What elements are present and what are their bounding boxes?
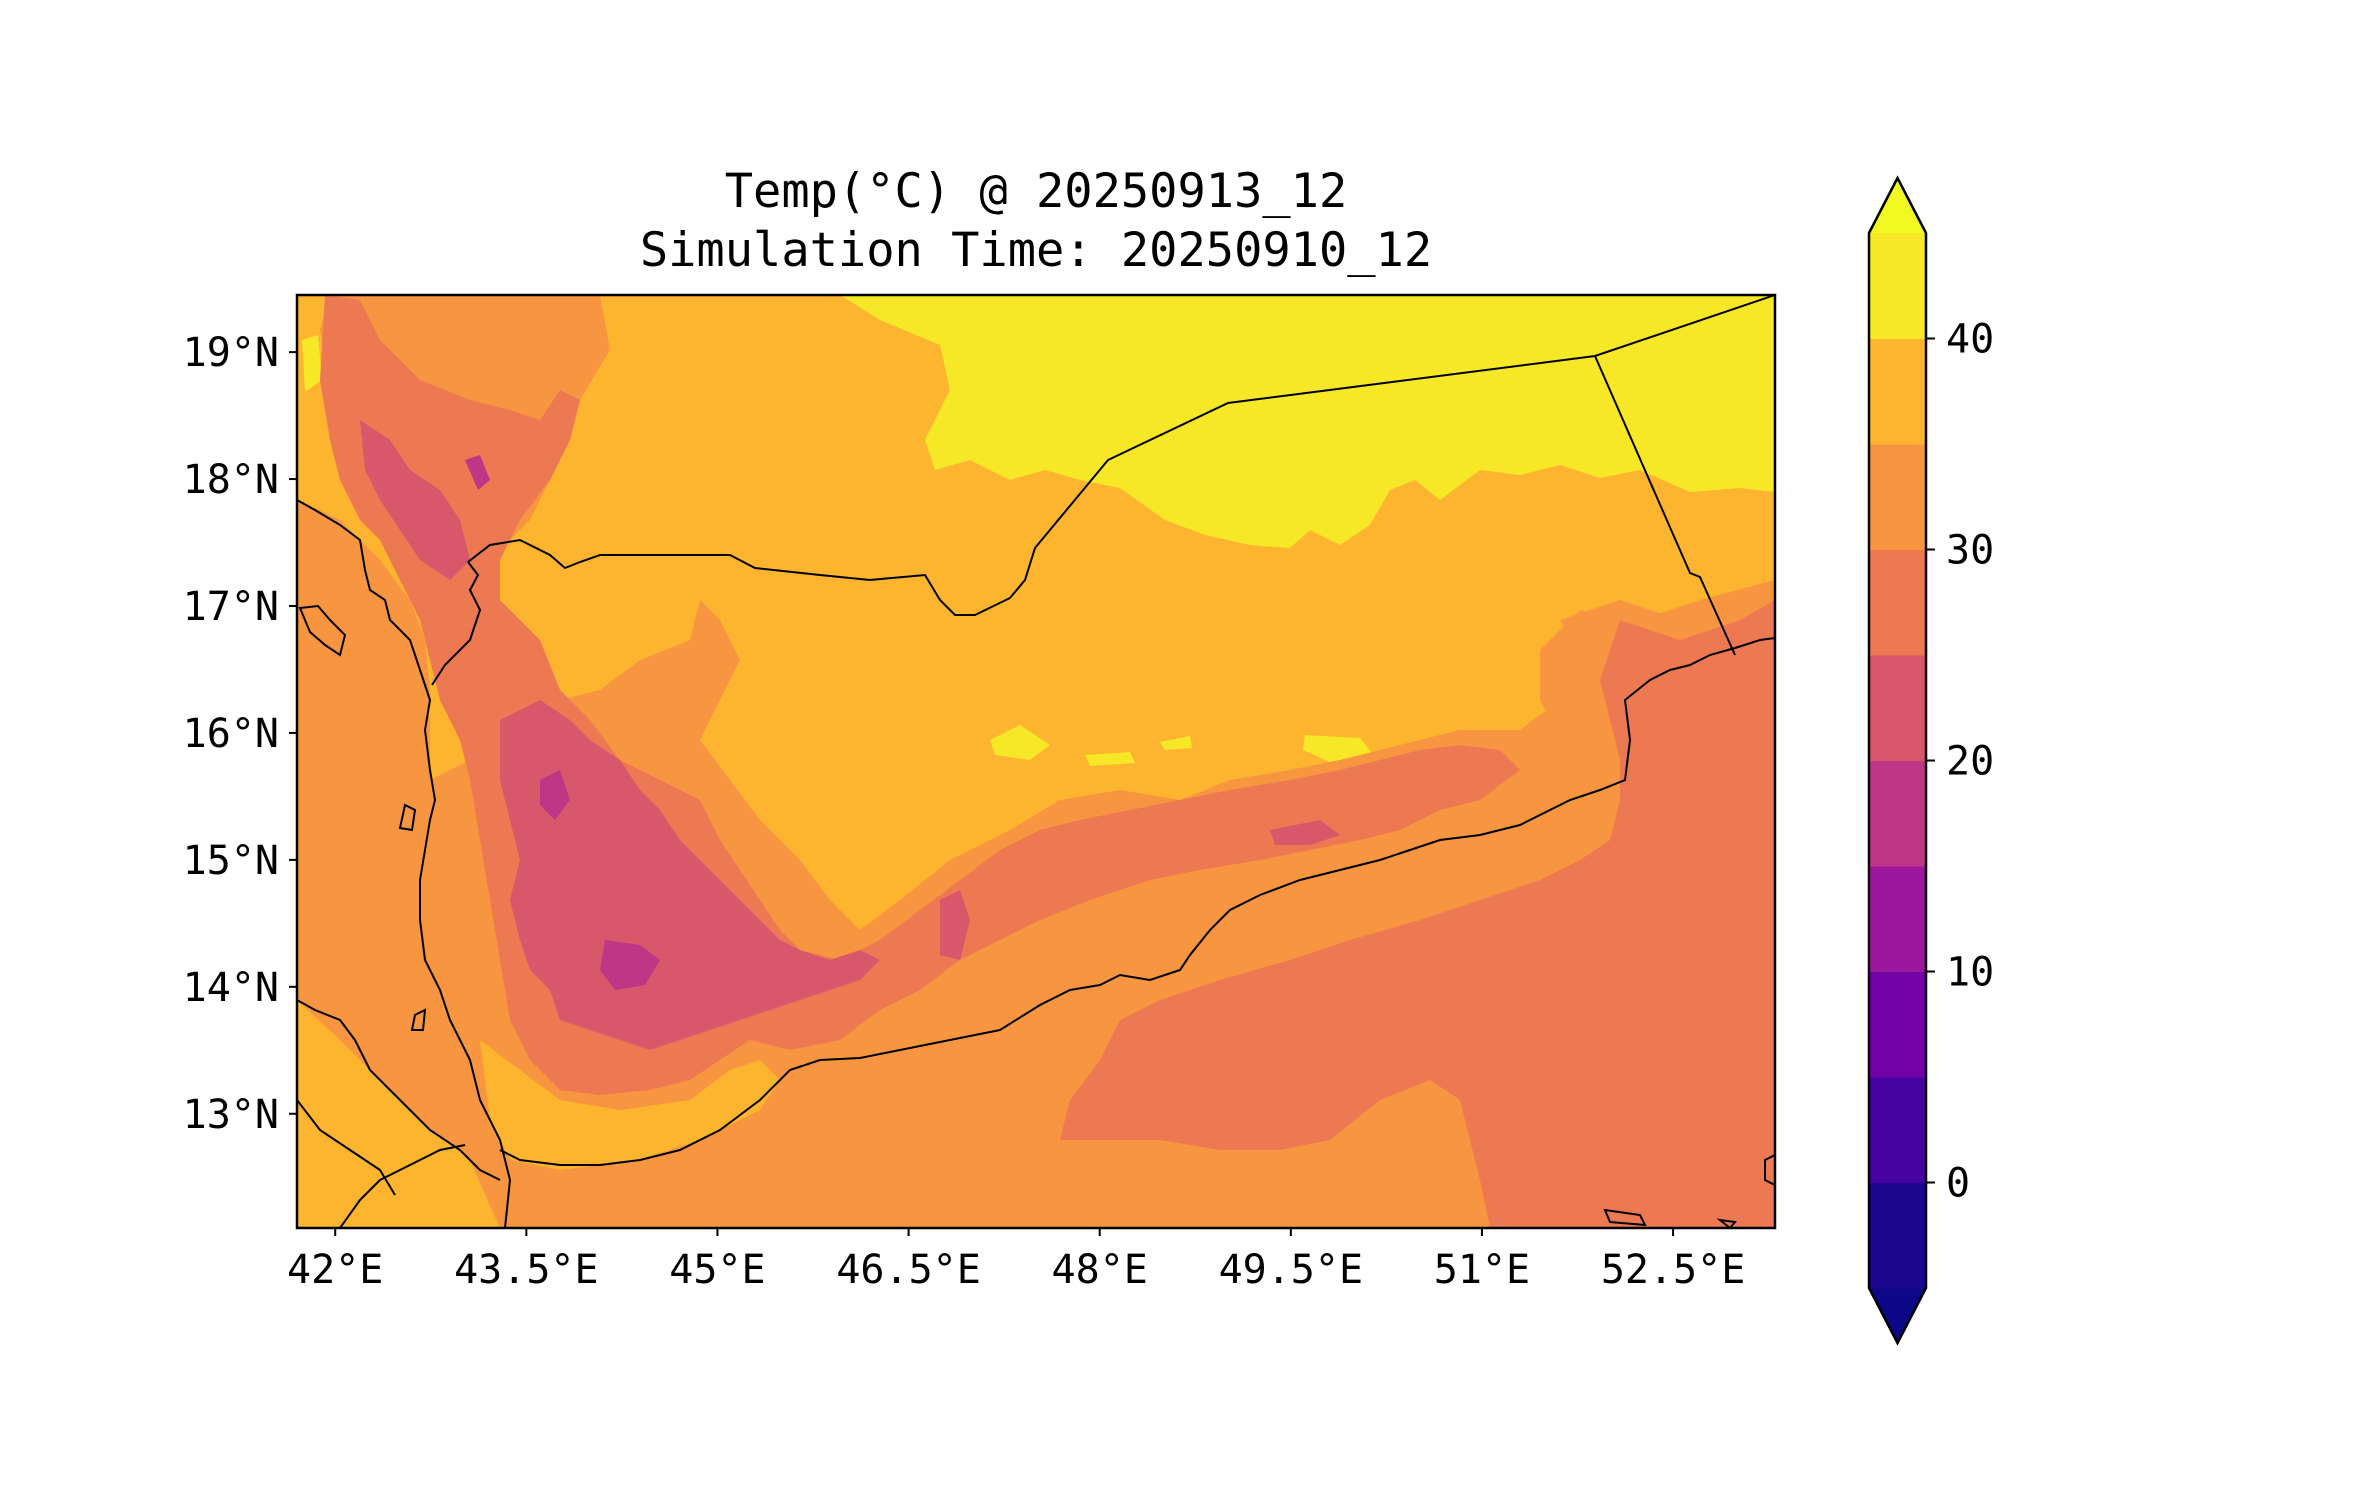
contour-above-40-spot-c <box>1303 735 1372 762</box>
colorbar-under-extension <box>1869 1288 1926 1343</box>
colorbar-segment <box>1869 233 1926 339</box>
djibouti-coastline <box>297 999 501 1181</box>
lat-tick-label: 15°N <box>183 838 279 884</box>
contour-20-25-north <box>360 420 470 580</box>
contour-above-40-north <box>840 295 1775 548</box>
island-small-b <box>410 1008 427 1031</box>
coastlines-and-borders <box>297 295 1775 1228</box>
longitude-ticks: 42°E 43.5°E 45°E 46.5°E 48°E 49.5°E 51°E 52.5°E <box>287 1228 1745 1293</box>
colorbar-segment <box>1869 444 1926 550</box>
colorbar-segment <box>1869 1182 1926 1289</box>
colorbar-segment <box>1869 655 1926 761</box>
contour-above-40-spot-b <box>1085 752 1135 766</box>
map-frame <box>295 293 1777 1230</box>
colorbar-tick-label: 30 <box>1946 528 1994 574</box>
island-small-d <box>1764 1153 1775 1187</box>
colorbar-segment <box>1869 1077 1926 1183</box>
temperature-map <box>297 295 1775 1228</box>
island-small-a <box>398 803 417 832</box>
contour-20-25-east-mid <box>1270 820 1340 845</box>
colorbar: 0 10 20 30 40 <box>1867 175 1994 1346</box>
contour-20-25-highlands <box>500 700 880 1050</box>
colorbar-tick-label: 20 <box>1946 739 1994 785</box>
contour-above-40-spot-nw <box>302 335 322 392</box>
yemen-red-sea-coast <box>431 561 482 686</box>
lon-tick-label: 51°E <box>1434 1247 1530 1293</box>
lon-tick-label: 45°E <box>669 1247 765 1293</box>
lat-tick-label: 14°N <box>183 965 279 1011</box>
contour-20-25-east-spot <box>940 890 970 960</box>
lon-tick-label: 46.5°E <box>836 1247 981 1293</box>
yemen-south-coast <box>499 637 1775 1166</box>
saudi-yemen-border <box>467 295 1775 616</box>
lat-tick-label: 18°N <box>183 457 279 503</box>
island-socotra-tip <box>1603 1208 1647 1227</box>
colorbar-tick-label: 10 <box>1946 950 1994 996</box>
border-sw-b <box>339 1144 466 1228</box>
lat-tick-label: 19°N <box>183 330 279 376</box>
colorbar-segment <box>1869 338 1926 445</box>
contour-above-40-spot-a <box>990 725 1050 760</box>
colorbar-segment <box>1869 549 1926 656</box>
contour-15-20-peak-b <box>540 770 570 820</box>
map-subtitle: Simulation Time: 20250910_12 <box>640 223 1432 278</box>
colorbar-over-extension <box>1869 178 1926 233</box>
lon-tick-label: 52.5°E <box>1601 1247 1746 1293</box>
lat-tick-label: 13°N <box>183 1092 279 1138</box>
contour-above-40-spot-d <box>1160 736 1192 750</box>
colorbar-tick-label: 40 <box>1946 317 1994 363</box>
contour-25-30-east <box>1060 600 1775 1228</box>
lon-tick-label: 49.5°E <box>1219 1247 1364 1293</box>
eritrea-coastline <box>297 499 512 1228</box>
lon-tick-label: 43.5°E <box>454 1247 599 1293</box>
oman-yemen-border <box>1594 355 1736 656</box>
contour-30-35-coastal-plain <box>297 500 505 1228</box>
contour-35-40-sw-corner <box>297 1000 500 1228</box>
colorbar-outline <box>1867 175 1928 1346</box>
colorbar-segment <box>1869 760 1926 867</box>
latitude-ticks: 19°N 18°N 17°N 16°N 15°N 14°N 13°N <box>183 330 297 1138</box>
lon-tick-label: 42°E <box>287 1247 383 1293</box>
colorbar-tick-label: 0 <box>1946 1161 1970 1207</box>
map-title: Temp(°C) @ 20250913_12 <box>725 164 1348 219</box>
lat-tick-label: 16°N <box>183 711 279 757</box>
contour-15-20-peak-c <box>465 455 490 490</box>
colorbar-segment <box>1869 971 1926 1078</box>
lon-tick-label: 48°E <box>1052 1247 1148 1293</box>
lat-tick-label: 17°N <box>183 584 279 630</box>
colorbar-segment <box>1869 866 1926 972</box>
island-small-c <box>1716 1218 1737 1228</box>
island-farasan <box>298 604 347 657</box>
contour-15-20-peak-a <box>600 940 660 990</box>
